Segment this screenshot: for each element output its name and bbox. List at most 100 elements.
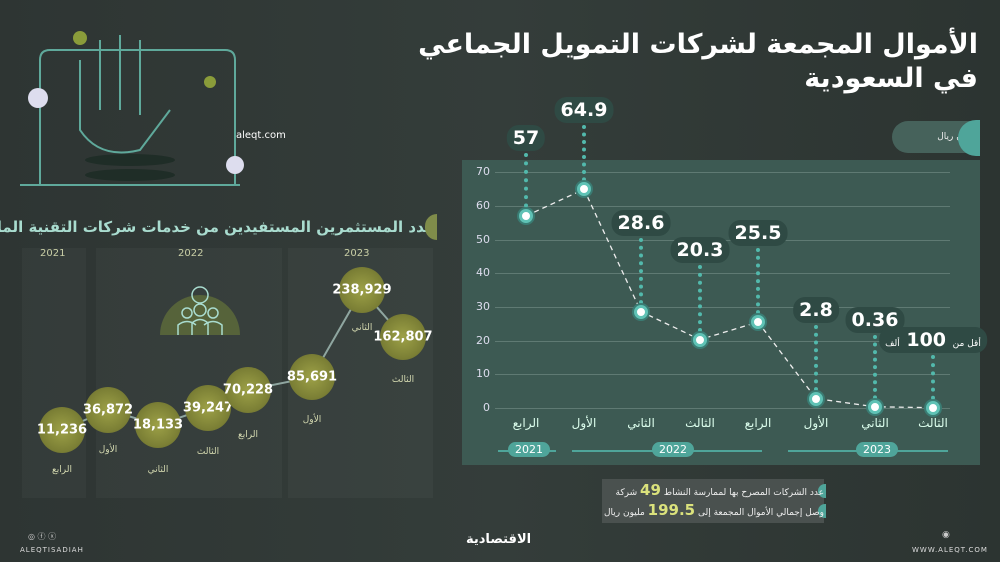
dotted-connector (931, 355, 935, 408)
n1-text: عدد الشركات المصرح بها لممارسة النشاط (663, 488, 824, 498)
x-label: الثالث (685, 416, 715, 430)
data-point (809, 391, 823, 406)
quarter-label: الثالث (196, 447, 220, 457)
n2-unit: مليون ريال (604, 508, 645, 518)
footer-handle: ALEQTISADIAH (20, 546, 84, 554)
year-2022: 2022 (178, 248, 204, 259)
brand-logo: الاقتصادية (466, 532, 532, 547)
quarter-label: الثالث (391, 375, 415, 385)
quarter-label: الأول (302, 415, 322, 425)
dotted-connector (814, 325, 818, 399)
year-2023: 2023 (344, 248, 370, 259)
gridline (495, 273, 950, 275)
dotted-connector (524, 153, 528, 216)
bubble-value: 36,872 (82, 402, 134, 418)
x-label: الأول (803, 416, 829, 430)
x-label: الثاني (861, 416, 889, 430)
bubble (380, 314, 426, 360)
dotted-connector (756, 248, 760, 323)
gridline (495, 408, 950, 409)
value-label: 2.8 (793, 297, 839, 323)
value-label: 25.5 (728, 220, 788, 246)
value-label: 28.6 (611, 210, 671, 236)
gridline (495, 205, 950, 207)
footer-site: WWW.ALEQT.COM (912, 546, 988, 554)
y-tick: 40 (476, 266, 490, 280)
bubble (225, 367, 271, 413)
site-small: aleqt.com (236, 130, 286, 141)
value-label: أقل من 100 ألف (879, 327, 987, 353)
bubble (135, 402, 181, 448)
value-label: 20.3 (670, 237, 730, 263)
year-2021: 2021 (508, 442, 550, 457)
title-line1: الأموال المجمعة لشركات التمويل الجماعي (418, 29, 978, 60)
y-tick: 30 (476, 299, 490, 313)
bubble (39, 407, 85, 453)
data-point (868, 399, 882, 414)
data-point (634, 304, 648, 319)
x-label: الأول (571, 416, 597, 430)
bubble-value: 70,228 (222, 382, 274, 398)
bubble-value: 18,133 (132, 417, 184, 433)
gridline (495, 340, 950, 342)
value-label: 0.36 (845, 307, 905, 333)
dotted-connector (639, 238, 643, 312)
bubble (289, 354, 335, 400)
y-tick: 60 (476, 198, 490, 212)
data-point (577, 182, 591, 197)
y-tick: 0 (483, 401, 490, 414)
quarter-label: الرابع (51, 465, 73, 475)
gridline (495, 374, 950, 376)
note-companies: عدد الشركات المصرح بها لممارسة النشاط 49… (616, 481, 824, 499)
bubble-value: 238,929 (332, 282, 392, 298)
dotted-connector (873, 335, 877, 407)
quarter-label: الثاني (351, 323, 373, 333)
value-label: 57 (506, 125, 546, 151)
dotted-connector (582, 125, 586, 190)
bubble-value: 85,691 (286, 369, 338, 385)
bubble-value: 39,247 (182, 400, 234, 416)
data-point (926, 400, 940, 415)
bubble (85, 387, 131, 433)
bubble (185, 385, 231, 431)
dotted-connector (698, 265, 702, 340)
page-title: الأموال المجمعة لشركات التمويل الجماعي ف… (418, 28, 978, 96)
n1-unit: شركة (615, 488, 638, 498)
x-label: الثالث (918, 416, 948, 430)
x-label: الثاني (627, 416, 655, 430)
y-tick: 20 (476, 333, 490, 347)
people-icon (160, 286, 240, 335)
n1-value: 49 (640, 481, 661, 499)
year-2022: 2022 (652, 442, 694, 457)
note-cap (818, 484, 826, 498)
quarter-label: الرابع (237, 430, 259, 440)
gridline (495, 306, 950, 308)
data-point (751, 315, 765, 330)
note-cap (818, 504, 826, 518)
title-cap (425, 214, 437, 240)
value-label: 64.9 (554, 97, 614, 123)
hands-illustration (20, 31, 244, 186)
title-line2: في السعودية (804, 63, 978, 94)
social-icons: ◎ ⓕ ⓧ (28, 532, 57, 541)
n2-text: وصل إجمالي الأموال المجمعة إلى (697, 508, 824, 518)
data-point (519, 208, 533, 223)
quarter-label: الثاني (147, 465, 169, 475)
y-tick: 10 (476, 367, 490, 381)
bubble-value: 11,236 (36, 422, 88, 438)
year-2023: 2023 (856, 442, 898, 457)
gridline (495, 172, 950, 174)
quarter-label: الأول (98, 445, 118, 455)
bubble-value: 162,807 (373, 329, 433, 345)
y-tick: 70 (476, 165, 490, 179)
data-point (693, 332, 707, 347)
investors-chart-title: عدد المستثمرين المستفيدين من خدمات شركات… (0, 218, 435, 236)
x-label: الرابع (744, 416, 772, 430)
unit-cap (958, 120, 980, 156)
bubble (339, 267, 385, 313)
x-label: الرابع (512, 416, 540, 430)
notes-box (602, 479, 824, 523)
y-tick: 50 (476, 232, 490, 246)
n2-value: 199.5 (647, 501, 696, 519)
